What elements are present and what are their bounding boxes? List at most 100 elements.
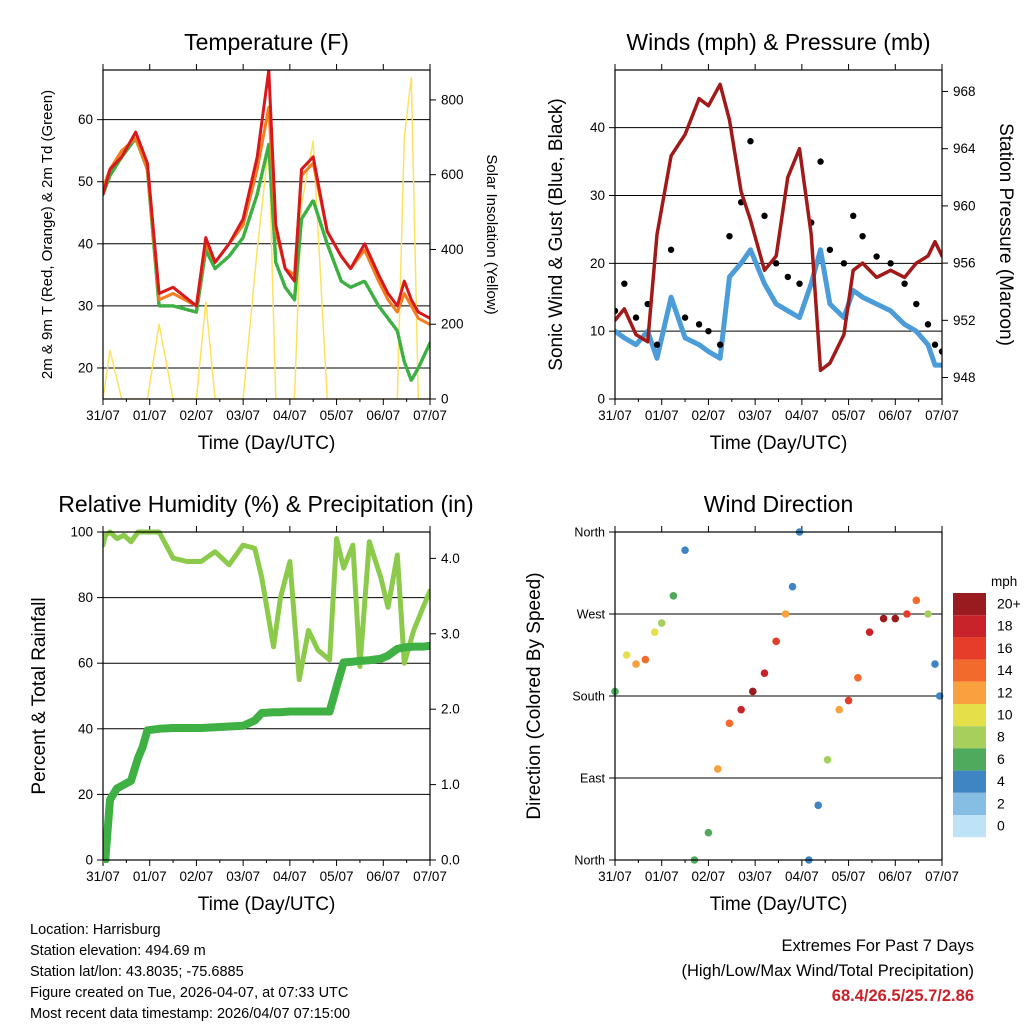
- y-right-tick-label: 948: [953, 370, 976, 385]
- colorbar-label: 4: [997, 773, 1005, 789]
- direction-point: [725, 719, 734, 728]
- colorbar-swatch: [953, 681, 986, 704]
- colorbar-label: 16: [997, 640, 1013, 656]
- colorbar-swatch: [953, 770, 986, 793]
- y-tick-label: 10: [590, 324, 605, 339]
- y-tick-label: 0: [85, 853, 93, 868]
- gust-point: [681, 314, 689, 321]
- gust-point: [667, 246, 675, 253]
- total-rainfall-line: [103, 641, 430, 863]
- created-text: Figure created on Tue, 2026-04-07, at 07…: [30, 985, 349, 1001]
- gust-point: [705, 327, 712, 335]
- colorbar-swatch: [953, 659, 986, 682]
- x-tick-label: 05/07: [832, 408, 866, 423]
- colorbar-swatch: [953, 615, 986, 638]
- direction-point: [891, 614, 900, 623]
- x-axis-label: Time (Day/UTC): [198, 894, 336, 915]
- direction-point: [632, 660, 640, 668]
- y-right-tick-label: 1.0: [441, 777, 460, 792]
- y-right-axis-label: Station Pressure (Maroon): [995, 123, 1016, 346]
- y-tick-label: 20: [590, 256, 605, 271]
- y-tick-label: 40: [78, 721, 93, 736]
- x-tick-label: 04/07: [273, 869, 307, 884]
- x-tick-label: 04/07: [785, 408, 819, 423]
- chart-title: Temperature (F): [184, 29, 349, 55]
- x-tick-label: 04/07: [273, 408, 307, 423]
- extremes-subheading: (High/Low/Max Wind/Total Precipitation): [681, 962, 974, 980]
- extremes-box: Extremes For Past 7 Days (High/Low/Max W…: [681, 934, 974, 1009]
- direction-point: [912, 596, 921, 605]
- x-tick-label: 02/07: [180, 869, 214, 884]
- humidity-series: [103, 529, 430, 863]
- extremes-heading: Extremes For Past 7 Days: [781, 937, 974, 955]
- y-tick-label: 40: [78, 236, 93, 251]
- colorbar-swatch: [953, 704, 986, 727]
- colorbar-swatch: [953, 593, 986, 616]
- y-tick-label: 20: [78, 360, 93, 375]
- y-tick-label: 0: [597, 392, 605, 407]
- y-tick-label: 20: [78, 787, 93, 802]
- gust-point: [726, 232, 733, 240]
- x-tick-label: 31/07: [598, 408, 632, 423]
- y-axis-label: Percent & Total Rainfall: [29, 597, 50, 794]
- plot-frame: [614, 531, 943, 861]
- gust-point: [931, 341, 939, 348]
- x-tick-label: 31/07: [598, 869, 632, 884]
- y-right-tick-label: 200: [441, 317, 464, 332]
- x-tick-label: 01/07: [133, 408, 167, 423]
- gust-point: [716, 341, 724, 348]
- x-tick-label: 05/07: [320, 869, 354, 884]
- colorbar-label: 20+: [997, 596, 1021, 612]
- recent-data-text: Most recent data timestamp: 2026/04/07 0…: [30, 1006, 351, 1022]
- colorbar-swatch: [953, 748, 986, 771]
- colorbar-label: 12: [997, 684, 1013, 700]
- direction-point: [704, 828, 713, 837]
- x-axis-label: Time (Day/UTC): [710, 894, 848, 915]
- solar-insolation-line: [103, 76, 430, 399]
- gust-point: [913, 300, 920, 308]
- extremes-values: 68.4/26.5/25.7/2.86: [831, 987, 974, 1005]
- humidity-chart: 0 20 40 60 80 100 0.0 1.0 2.0 3.0 4.0 31/07 01/07 02/…: [29, 491, 474, 915]
- x-tick-label: 07/07: [413, 408, 447, 423]
- x-tick-label: 06/07: [366, 869, 400, 884]
- y-right-tick-label: 956: [953, 256, 976, 271]
- colorbar-label: 8: [997, 729, 1005, 745]
- y-tick-label: South: [572, 690, 605, 704]
- latlon-text: Station lat/lon: 43.8035; -75.6885: [30, 964, 244, 980]
- station-info: Location: Harrisburg Station elevation: …: [30, 920, 350, 1025]
- gust-point: [653, 341, 661, 348]
- x-tick-label: 02/07: [180, 408, 214, 423]
- direction-point: [844, 696, 853, 705]
- x-tick-label: 03/07: [226, 869, 260, 884]
- x-tick-label: 06/07: [878, 408, 912, 423]
- y-tick-label: 60: [78, 656, 93, 671]
- y-tick-label: 100: [70, 525, 93, 540]
- plot-frame: [102, 531, 431, 861]
- gust-point: [873, 253, 880, 260]
- direction-point: [903, 610, 911, 618]
- gust-point: [621, 280, 628, 287]
- x-tick-label: 07/07: [925, 408, 959, 423]
- y-tick-label: 30: [590, 188, 605, 203]
- x-tick-label: 03/07: [738, 869, 772, 884]
- direction-point: [879, 614, 888, 623]
- y-axis-label: Sonic Wind & Gust (Blue, Black): [546, 98, 567, 370]
- winds-series: [615, 82, 942, 373]
- gust-point: [747, 138, 754, 145]
- direction-point: [622, 651, 631, 659]
- gust-point: [772, 260, 780, 267]
- location-text: Location: Harrisburg: [30, 922, 161, 938]
- y-right-tick-label: 952: [953, 313, 976, 328]
- gust-point: [938, 348, 942, 355]
- x-tick-label: 07/07: [413, 869, 447, 884]
- y-right-tick-label: 960: [953, 198, 976, 213]
- gust-point: [887, 260, 894, 267]
- x-tick-label: 02/07: [692, 408, 726, 423]
- x-tick-label: 31/07: [86, 869, 120, 884]
- gust-point: [615, 307, 619, 315]
- gust-point: [817, 158, 824, 165]
- colorbar-swatch: [953, 792, 986, 815]
- y-right-tick-label: 3.0: [441, 626, 460, 641]
- gust-point: [826, 246, 834, 253]
